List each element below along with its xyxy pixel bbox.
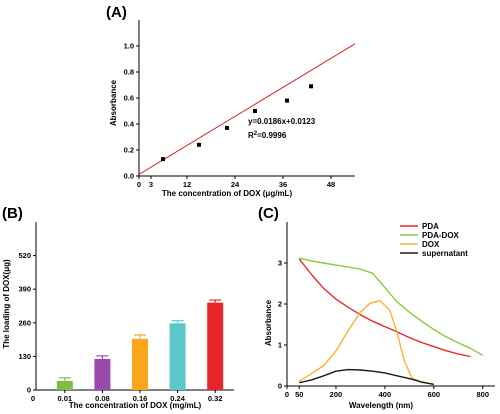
bar	[207, 302, 224, 390]
chart-c-ytick-label: 3	[278, 259, 282, 268]
chart-a-ytick-label: 0.0	[124, 172, 134, 181]
panel-label-c: (C)	[258, 205, 279, 222]
panel-label-a: (A)	[106, 4, 127, 21]
bar	[94, 358, 111, 390]
chart-a-xtick-label: 12	[183, 180, 191, 189]
data-point	[225, 125, 229, 130]
data-point	[161, 157, 165, 162]
chart-c-ytick-label: 2	[278, 300, 282, 309]
legend-label: supernatant	[422, 249, 468, 258]
bar	[132, 338, 148, 390]
chart-a-ytick-label: 0.6	[124, 94, 134, 103]
chart-b-xtick-label: 0.01	[57, 394, 72, 403]
chart-c-xtick-label: 50	[295, 390, 303, 399]
panel-label-b: (B)	[2, 205, 23, 222]
chart-a-xtick-label: 24	[231, 180, 240, 189]
bar	[56, 380, 73, 390]
chart-c-xtick-label: 600	[428, 390, 441, 399]
chart-a-xtick-label: 48	[327, 180, 335, 189]
chart-b-axes: 0 130 260 390 520 0 0.01 0.08 0.16 0.24 0.32	[18, 222, 234, 403]
data-point	[253, 109, 257, 113]
chart-c-ylabel: Absorbance	[264, 299, 273, 346]
legend-label: PDA	[422, 222, 439, 231]
chart-b-ytick-label: 0	[27, 386, 31, 395]
chart-a-xtick-label: 36	[279, 180, 287, 189]
chart-a-points	[161, 84, 313, 162]
chart-a-ytick-label: 0.8	[124, 68, 134, 77]
chart-a-ytick-label: 0.2	[124, 146, 134, 155]
chart-a-ytick-label: 0.4	[124, 120, 135, 129]
chart-a-xtick-label: 3	[149, 180, 153, 189]
data-point	[285, 98, 289, 103]
chart-b-ytick-label: 520	[18, 251, 31, 260]
chart-b-ytick-label: 390	[18, 285, 31, 294]
chart-b-ylabel: The loading of DOX(μg)	[2, 259, 11, 349]
chart-c-xtick-label: 200	[330, 390, 343, 399]
chart-a-xlabel: The concentration of DOX (μg/mL)	[162, 189, 293, 198]
chart-c-ytick-label: 1	[278, 341, 282, 350]
series-line-pda	[298, 258, 471, 358]
chart-a-fit	[138, 43, 356, 175]
chart-c-xlabel: Wavelength (nm)	[349, 401, 413, 410]
chart-b-ytick-label: 130	[18, 352, 31, 361]
chart-a-axes: 0.0 0.2 0.4 0.6 0.8 1.0 0 3 12 24 36 48	[124, 20, 355, 189]
chart-c-xtick-label: 800	[477, 390, 490, 399]
data-point	[309, 84, 313, 89]
chart-b-bars	[56, 299, 224, 390]
chart-b-xlabel: The concentration of DOX (mg/mL)	[69, 401, 202, 410]
series-line-dox	[298, 300, 434, 385]
chart-b-ytick-label: 260	[18, 318, 31, 327]
chart-b-xtick-label: 0.32	[208, 394, 223, 403]
legend-label: DOX	[422, 240, 440, 249]
bar	[169, 323, 186, 390]
chart-a-ylabel: Absorbance	[109, 79, 118, 126]
chart-a-xtick-label: 0	[137, 180, 141, 189]
equation-label: y=0.0186x+0.0123	[248, 117, 316, 126]
chart-b-x-origin-label: 0	[31, 394, 35, 403]
chart-b-xtick-label: 0.08	[95, 394, 110, 403]
chart-c-lines	[298, 257, 484, 386]
chart-a-ytick-label: 1.0	[124, 42, 134, 51]
fit-line	[138, 43, 356, 175]
legend-label: PDA-DOX	[422, 231, 460, 240]
chart-c-ytick-label: 0	[278, 382, 282, 391]
data-point	[197, 142, 201, 147]
chart-c-xtick-label: 0	[285, 390, 289, 399]
series-line-supernatant	[299, 368, 434, 386]
series-line-pda-dox	[299, 257, 484, 356]
chart-c-axes: 0 1 2 3 0 50 200 400 600 800	[278, 222, 495, 399]
chart-c-xtick-label: 400	[379, 390, 392, 399]
chart-b-xtick-label: 0.16	[133, 394, 148, 403]
chart-b-xtick-label: 0.24	[170, 394, 185, 403]
r2-label: R2=0.9996	[248, 131, 287, 140]
